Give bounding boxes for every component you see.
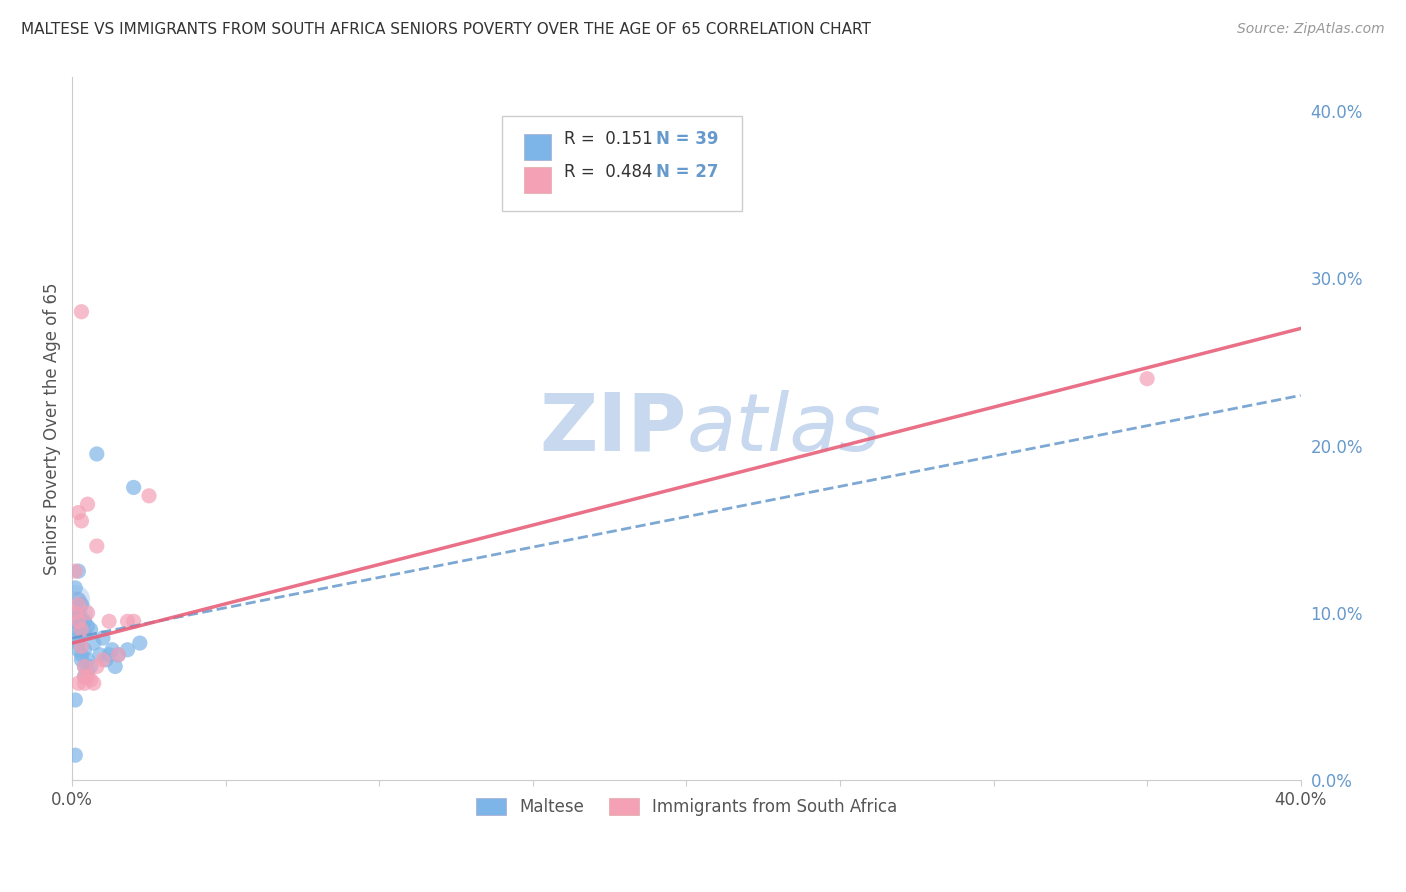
Point: [70, 640, 93, 654]
Point: [65, 598, 87, 612]
Point: [122, 480, 145, 494]
Point: [76, 669, 98, 683]
Point: [65, 592, 87, 607]
Point: [73, 615, 96, 629]
Point: [76, 653, 98, 667]
Point: [76, 497, 98, 511]
Point: [70, 615, 93, 629]
Point: [73, 669, 96, 683]
Point: [107, 648, 129, 662]
Point: [70, 648, 93, 662]
Point: [73, 642, 96, 657]
Point: [70, 653, 93, 667]
Point: [67, 676, 90, 690]
Text: MALTESE VS IMMIGRANTS FROM SOUTH AFRICA SENIORS POVERTY OVER THE AGE OF 65 CORRE: MALTESE VS IMMIGRANTS FROM SOUTH AFRICA …: [21, 22, 870, 37]
Point: [70, 514, 93, 528]
Y-axis label: Seniors Poverty Over the Age of 65: Seniors Poverty Over the Age of 65: [44, 283, 60, 575]
Point: [73, 676, 96, 690]
Point: [67, 631, 90, 645]
Point: [65, 615, 87, 629]
Point: [107, 648, 129, 662]
Point: [73, 626, 96, 640]
Point: [98, 615, 121, 629]
Point: [83, 676, 105, 690]
Point: [73, 669, 96, 683]
Legend: Maltese, Immigrants from South Africa: Maltese, Immigrants from South Africa: [467, 789, 905, 825]
Point: [67, 598, 90, 612]
Point: [67, 642, 90, 657]
Text: atlas: atlas: [686, 390, 882, 468]
Point: [86, 539, 108, 553]
Point: [76, 606, 98, 620]
Point: [65, 564, 87, 578]
Point: [104, 659, 127, 673]
Text: R =  0.151: R = 0.151: [564, 129, 652, 147]
Point: [128, 636, 150, 650]
Point: [65, 581, 87, 595]
Point: [89, 648, 111, 662]
Point: [70, 304, 93, 318]
Point: [138, 489, 160, 503]
Point: [67, 506, 90, 520]
Point: [101, 642, 124, 657]
Point: [70, 598, 93, 612]
Point: [91, 631, 114, 645]
Point: [79, 623, 101, 637]
Point: [65, 606, 87, 620]
Text: Source: ZipAtlas.com: Source: ZipAtlas.com: [1237, 22, 1385, 37]
Point: [86, 447, 108, 461]
Point: [76, 665, 98, 679]
Point: [67, 606, 90, 620]
FancyBboxPatch shape: [524, 134, 551, 161]
Point: [117, 642, 139, 657]
Point: [79, 659, 101, 673]
Point: [86, 659, 108, 673]
Text: R =  0.484: R = 0.484: [564, 162, 652, 180]
Point: [67, 564, 90, 578]
Point: [73, 659, 96, 673]
Point: [122, 615, 145, 629]
Text: N = 27: N = 27: [655, 162, 718, 180]
Point: [67, 592, 90, 607]
Point: [70, 626, 93, 640]
Point: [67, 615, 90, 629]
Point: [67, 636, 90, 650]
Point: [83, 636, 105, 650]
Point: [94, 653, 117, 667]
Point: [65, 615, 87, 629]
Point: [67, 623, 90, 637]
Point: [67, 615, 90, 629]
Text: N = 39: N = 39: [655, 129, 718, 147]
Point: [98, 648, 121, 662]
Point: [117, 615, 139, 629]
Point: [65, 693, 87, 707]
Point: [91, 653, 114, 667]
Point: [73, 659, 96, 673]
Point: [70, 619, 93, 633]
Text: ZIP: ZIP: [538, 390, 686, 468]
Point: [76, 619, 98, 633]
Point: [65, 748, 87, 763]
Point: [67, 606, 90, 620]
FancyBboxPatch shape: [524, 167, 551, 194]
FancyBboxPatch shape: [502, 116, 742, 211]
Point: [70, 623, 93, 637]
Point: [1136, 372, 1159, 386]
Point: [79, 673, 101, 687]
